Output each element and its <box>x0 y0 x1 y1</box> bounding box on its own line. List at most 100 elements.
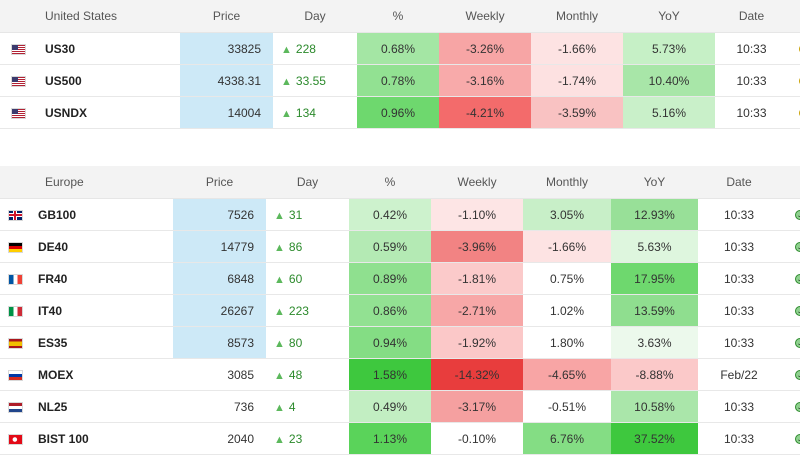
date-cell: 10:33 <box>715 96 789 129</box>
table-row[interactable]: US500 4338.31 ▲ 33.55 0.78% -3.16% -1.74% 10.40… <box>0 64 800 97</box>
price-cell: 3085 <box>173 358 267 391</box>
es-flag-icon <box>8 338 22 348</box>
column-header-monthly[interactable]: Monthly <box>523 166 612 199</box>
column-header-date[interactable]: Date <box>715 0 789 33</box>
table-row[interactable]: NL25 736 ▲ 4 0.49% -3.17% -0.51% 10.58% 10:33 <box>0 390 800 423</box>
date-cell: 10:33 <box>715 32 789 65</box>
tr-flag-icon <box>8 434 22 444</box>
ru-flag-icon <box>8 370 22 380</box>
pct-change-cell: 1.58% <box>349 358 432 391</box>
day-change-value: 223 <box>288 303 309 318</box>
weekly-change-cell: -0.10% <box>431 422 524 455</box>
symbol-link[interactable]: GB100 <box>30 198 174 231</box>
up-arrow-icon: ▲ <box>274 209 285 222</box>
column-header-pct[interactable]: % <box>357 0 440 33</box>
status-cell <box>780 422 800 455</box>
column-header-monthly[interactable]: Monthly <box>531 0 624 33</box>
day-change-cell: ▲ 80 <box>266 326 350 359</box>
us-flag-icon <box>12 108 25 118</box>
up-arrow-icon: ▲ <box>274 369 285 382</box>
smile-icon <box>795 210 800 221</box>
column-header-weekly[interactable]: Weekly <box>431 166 524 199</box>
column-header-weekly[interactable]: Weekly <box>439 0 532 33</box>
monthly-change-cell: 1.02% <box>523 294 612 327</box>
us-table-body: US30 33825 ▲ 228 0.68% -3.26% -1.66% 5.73% 10:33… <box>0 32 800 129</box>
table-row[interactable]: GB100 7526 ▲ 31 0.42% -1.10% 3.05% 12.93% 10:33 <box>0 198 800 231</box>
day-change-value: 228 <box>295 41 316 56</box>
smile-icon <box>795 434 800 445</box>
monthly-change-cell: 3.05% <box>523 198 612 231</box>
table-row[interactable]: DE40 14779 ▲ 86 0.59% -3.96% -1.66% 5.63% 10:33 <box>0 230 800 263</box>
region-title: United States <box>0 0 181 33</box>
price-cell: 14779 <box>173 230 267 263</box>
table-row[interactable]: MOEX 3085 ▲ 48 1.58% -14.32% -4.65% -8.88% Feb/2… <box>0 358 800 391</box>
day-change-value: 60 <box>288 271 303 286</box>
flag-cell <box>0 230 30 263</box>
flag-cell <box>0 198 30 231</box>
flag-cell <box>0 32 37 65</box>
weekly-change-cell: -3.17% <box>431 390 524 423</box>
symbol-link[interactable]: NL25 <box>30 390 174 423</box>
up-arrow-icon: ▲ <box>274 241 285 254</box>
up-arrow-icon: ▲ <box>281 75 292 88</box>
table-row[interactable]: FR40 6848 ▲ 60 0.89% -1.81% 0.75% 17.95% 10:33 <box>0 262 800 295</box>
day-change-cell: ▲ 48 <box>266 358 350 391</box>
column-header-day[interactable]: Day <box>273 0 358 33</box>
smile-icon <box>795 370 800 381</box>
table-row[interactable]: ES35 8573 ▲ 80 0.94% -1.92% 1.80% 3.63% 10:33 <box>0 326 800 359</box>
symbol-link[interactable]: ES35 <box>30 326 174 359</box>
symbol-link[interactable]: US30 <box>37 32 181 65</box>
day-change-cell: ▲ 4 <box>266 390 350 423</box>
column-header-price[interactable]: Price <box>173 166 267 199</box>
pct-change-cell: 0.49% <box>349 390 432 423</box>
column-header-price[interactable]: Price <box>180 0 274 33</box>
flag-cell <box>0 422 30 455</box>
table-row[interactable]: US30 33825 ▲ 228 0.68% -3.26% -1.66% 5.73% 10:33 <box>0 32 800 65</box>
price-cell: 4338.31 <box>180 64 274 97</box>
europe-indices-table: Europe Price Day % Weekly Monthly YoY Da… <box>0 166 800 455</box>
column-header-yoy[interactable]: YoY <box>623 0 716 33</box>
monthly-change-cell: -1.66% <box>531 32 624 65</box>
symbol-link[interactable]: US500 <box>37 64 181 97</box>
pct-change-cell: 0.42% <box>349 198 432 231</box>
up-arrow-icon: ▲ <box>274 401 285 414</box>
pct-change-cell: 0.94% <box>349 326 432 359</box>
day-change-cell: ▲ 86 <box>266 230 350 263</box>
smile-icon <box>795 338 800 349</box>
day-change-cell: ▲ 228 <box>273 32 358 65</box>
symbol-link[interactable]: DE40 <box>30 230 174 263</box>
table-row[interactable]: USNDX 14004 ▲ 134 0.96% -4.21% -3.59% 5.16% 10:3… <box>0 96 800 129</box>
us-flag-icon <box>12 76 25 86</box>
column-header-status <box>788 0 800 33</box>
table-row[interactable]: IT40 26267 ▲ 223 0.86% -2.71% 1.02% 13.59% 10:33 <box>0 294 800 327</box>
column-header-date[interactable]: Date <box>698 166 781 199</box>
symbol-link[interactable]: BIST 100 <box>30 422 174 455</box>
status-cell <box>780 262 800 295</box>
symbol-link[interactable]: IT40 <box>30 294 174 327</box>
up-arrow-icon: ▲ <box>281 43 292 56</box>
symbol-link[interactable]: FR40 <box>30 262 174 295</box>
monthly-change-cell: -1.66% <box>523 230 612 263</box>
weekly-change-cell: -3.96% <box>431 230 524 263</box>
weekly-change-cell: -4.21% <box>439 96 532 129</box>
monthly-change-cell: 1.80% <box>523 326 612 359</box>
symbol-link[interactable]: MOEX <box>30 358 174 391</box>
date-cell: 10:33 <box>698 390 781 423</box>
symbol-link[interactable]: USNDX <box>37 96 181 129</box>
column-header-yoy[interactable]: YoY <box>611 166 699 199</box>
monthly-change-cell: 6.76% <box>523 422 612 455</box>
monthly-change-cell: -0.51% <box>523 390 612 423</box>
status-cell <box>788 96 800 129</box>
weekly-change-cell: -2.71% <box>431 294 524 327</box>
date-cell: 10:33 <box>698 230 781 263</box>
yoy-change-cell: 5.73% <box>623 32 716 65</box>
status-cell <box>788 64 800 97</box>
status-cell <box>780 358 800 391</box>
column-header-pct[interactable]: % <box>349 166 432 199</box>
weekly-change-cell: -1.81% <box>431 262 524 295</box>
date-cell: 10:33 <box>698 326 781 359</box>
pct-change-cell: 0.68% <box>357 32 440 65</box>
table-row[interactable]: BIST 100 2040 ▲ 23 1.13% -0.10% 6.76% 37.52% 10:… <box>0 422 800 455</box>
column-header-day[interactable]: Day <box>266 166 350 199</box>
yoy-change-cell: 5.16% <box>623 96 716 129</box>
